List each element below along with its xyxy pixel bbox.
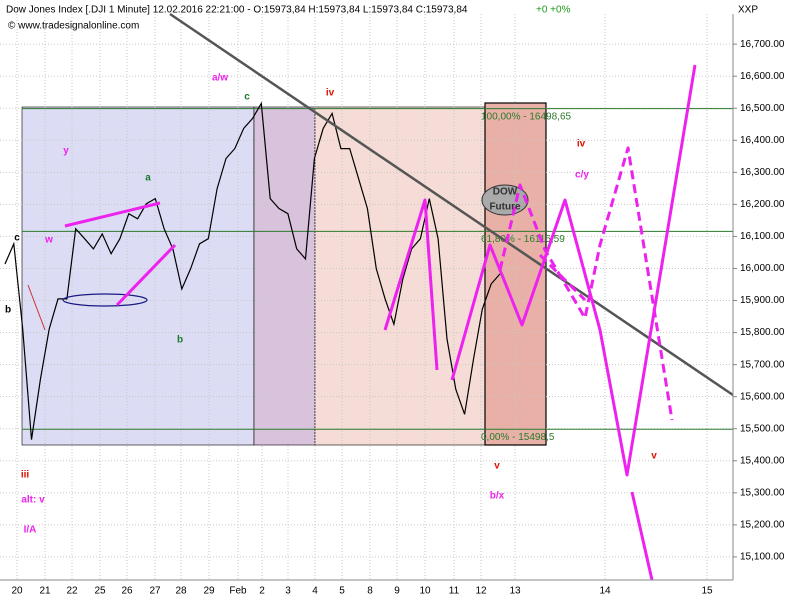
y-tick-label: 15,200.00 (740, 520, 785, 531)
projection (115, 243, 177, 307)
title: Dow Jones Index [.DJI 1 Minute] 12.02.20… (6, 5, 468, 16)
annotation: a/w (212, 73, 228, 84)
ellipse (481, 184, 529, 216)
projection (450, 64, 697, 477)
annotation: iv (326, 88, 335, 99)
y-tick-label: 15,300.00 (740, 487, 785, 498)
annotation: c/y (575, 170, 589, 181)
y-tick-label: 15,100.00 (740, 552, 785, 563)
projection-dashed (498, 146, 674, 421)
annotation: alt: v (21, 495, 45, 506)
x-tick-label: 9 (394, 586, 400, 597)
annotation: w (44, 235, 53, 246)
y-tick-label: 16,400.00 (740, 135, 785, 146)
annotation: y (63, 146, 69, 157)
projection (64, 201, 161, 228)
axis-label: XXP (738, 5, 758, 16)
x-tick-label: 28 (175, 586, 187, 597)
y-tick-label: 16,700.00 (740, 39, 785, 50)
zone-red (484, 102, 547, 446)
y-tick-label: 15,500.00 (740, 423, 785, 434)
y-tick-label: 16,600.00 (740, 71, 785, 82)
trendline (169, 12, 734, 397)
zone-blue (21, 106, 255, 446)
projection-dashed (538, 253, 587, 302)
y-tick-label: 15,600.00 (740, 391, 785, 402)
x-tick-label: Feb (229, 586, 247, 597)
x-tick-label: 5 (339, 586, 345, 597)
annotation: I/A (24, 525, 37, 536)
projection (383, 198, 439, 371)
annotation: iv (577, 139, 586, 150)
y-tick-label: 15,700.00 (740, 359, 785, 370)
annotation: b/x (490, 491, 505, 502)
y-tick-label: 15,400.00 (740, 455, 785, 466)
x-tick-label: 10 (419, 586, 431, 597)
ellipse (62, 293, 148, 307)
annotation: b (5, 305, 11, 316)
x-tick-label: 4 (312, 586, 318, 597)
y-tick-label: 15,900.00 (740, 295, 785, 306)
x-tick-label: 26 (121, 586, 133, 597)
annotation: DOW (493, 187, 518, 198)
marks: 100,00% - 16498,65 61,80% - 16115,59 0,00%… (4, 101, 733, 443)
annotation: c (14, 233, 20, 244)
source: © www.tradesignalonline.com (8, 21, 139, 32)
zone-pink (314, 106, 486, 446)
x-tick-label: 14 (599, 586, 611, 597)
annotation: c (244, 92, 250, 103)
x-tick-label: 3 (285, 586, 291, 597)
x-tick-label: 2 (259, 586, 265, 597)
x-tick-label: 29 (203, 586, 215, 597)
annotation: Future (489, 202, 521, 213)
change: +0 +0% (536, 5, 571, 16)
x-tick-label: 25 (94, 586, 106, 597)
y-tick-label: 16,100.00 (740, 231, 785, 242)
zones (21, 102, 547, 446)
x-tick-label: 15 (701, 586, 713, 597)
x-tick-label: 22 (66, 586, 78, 597)
x-tick-label: 8 (367, 586, 373, 597)
x-tick-label: 11 (449, 586, 460, 597)
x-tick-label: 20 (11, 586, 23, 597)
x-tick-label: 21 (39, 586, 51, 597)
price-line (4, 101, 501, 440)
y-tick-label: 16,000.00 (740, 263, 785, 274)
annotation: b (177, 335, 183, 346)
annotation: v (651, 451, 657, 462)
y-tick-label: 15,800.00 (740, 327, 785, 338)
zone-purple (253, 106, 316, 446)
fib-label: 0,00% - 15498,5 (481, 432, 555, 443)
red-line (27, 284, 46, 331)
projection (630, 491, 654, 581)
annotation: a (145, 173, 151, 184)
y-tick-label: 16,300.00 (740, 167, 785, 178)
annotation: v (494, 461, 500, 472)
fib-label: 61,80% - 16115,59 (481, 234, 565, 245)
x-tick-label: 27 (149, 586, 161, 597)
y-tick-label: 16,200.00 (740, 199, 785, 210)
x-tick-label: 12 (475, 586, 487, 597)
annotation: iii (21, 470, 30, 481)
overlay: a/w c iv a b c b iii alt: v I/A y w v b/x iv c/y v DOW Fut… (5, 12, 734, 581)
y-tick-label: 16,500.00 (740, 103, 785, 114)
fib-label: 100,00% - 16498,65 (481, 111, 572, 122)
x-tick-label: 13 (509, 586, 521, 597)
